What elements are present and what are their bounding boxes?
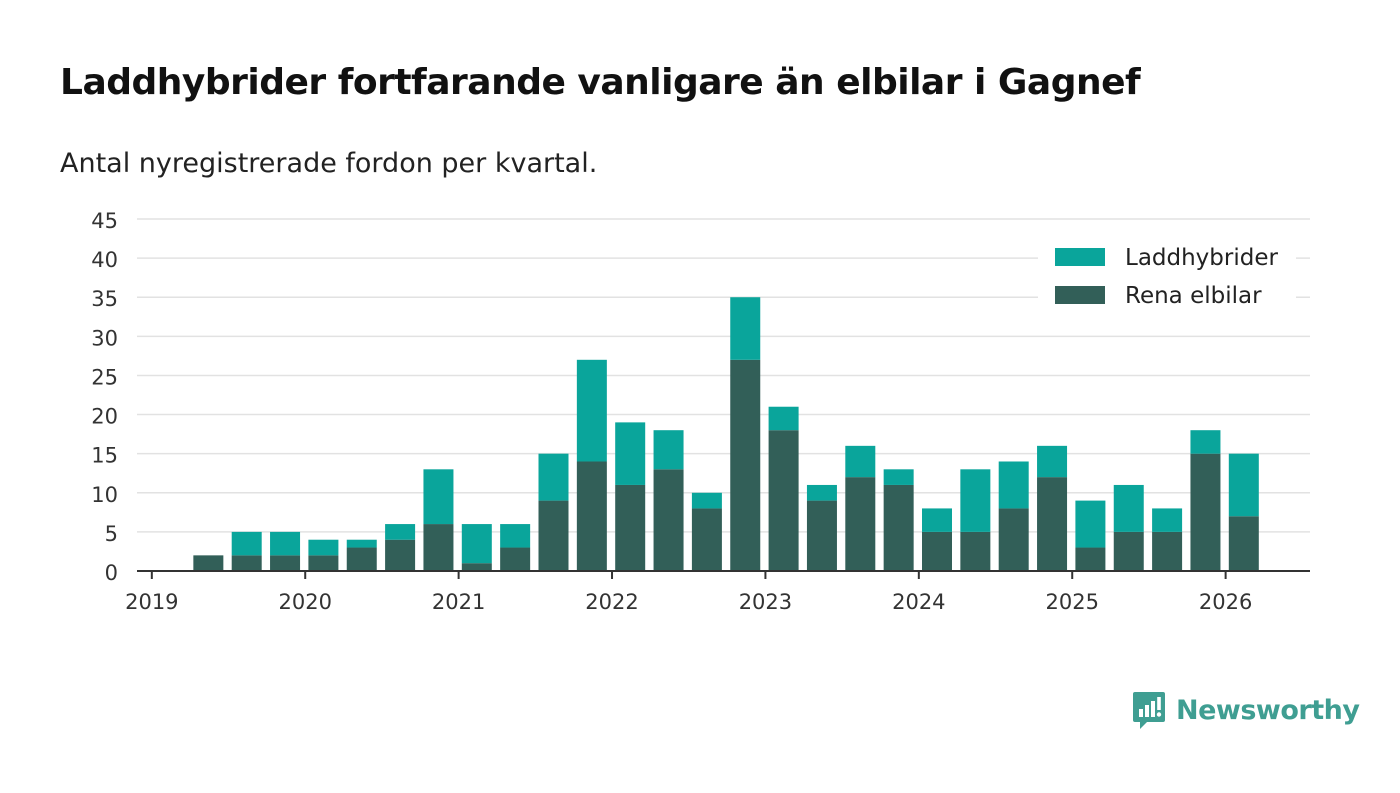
bar-rena-elbilar (500, 547, 531, 571)
bar-rena-elbilar (653, 469, 684, 571)
legend: Laddhybrider Rena elbilar (1038, 237, 1296, 317)
bar-laddhybrider (806, 484, 837, 501)
bar-laddhybrider (1113, 484, 1144, 532)
bar-rena-elbilar (308, 555, 339, 571)
bar-rena-elbilar (730, 359, 761, 571)
bars (193, 297, 1259, 571)
x-tick-label: 2023 (739, 590, 792, 614)
y-tick-label: 30 (91, 326, 118, 350)
y-tick-label: 15 (91, 444, 118, 468)
bar-rena-elbilar (883, 484, 914, 571)
bar-laddhybrider (768, 406, 799, 431)
bar-rena-elbilar (1152, 531, 1183, 571)
bar-laddhybrider (1190, 430, 1221, 454)
bar-laddhybrider (500, 524, 531, 548)
bar-rena-elbilar (1190, 453, 1221, 571)
bar-laddhybrider (385, 524, 416, 540)
bar-laddhybrider (1228, 453, 1259, 517)
bar-rena-elbilar (960, 531, 991, 571)
bar-laddhybrider (883, 469, 914, 485)
bar-laddhybrider (423, 469, 454, 525)
y-tick-label: 40 (91, 248, 118, 272)
chart-title: Laddhybrider fortfarande vanligare än el… (60, 62, 1141, 103)
bar-laddhybrider (998, 461, 1029, 509)
bar-laddhybrider (845, 445, 876, 478)
legend-label: Laddhybrider (1125, 245, 1278, 271)
x-tick-label: 2025 (1045, 590, 1098, 614)
brand-name: Newsworthy (1176, 694, 1360, 726)
bar-laddhybrider (1152, 508, 1183, 532)
legend-swatch (1055, 286, 1105, 304)
x-axis: 2019 2020 2021 2022 2023 2024 2025 2026 (125, 570, 1310, 614)
bar-rena-elbilar (461, 563, 492, 571)
bar-rena-elbilar (538, 500, 569, 571)
bar-laddhybrider (730, 297, 761, 360)
y-tick-label: 20 (91, 405, 118, 429)
y-tick-label: 25 (91, 365, 118, 389)
bar-rena-elbilar (615, 484, 646, 571)
bar-laddhybrider (615, 422, 646, 485)
bar-rena-elbilar (346, 547, 377, 571)
x-tick-label: 2021 (432, 590, 485, 614)
bar-rena-elbilar (193, 555, 224, 571)
bar-rena-elbilar (768, 430, 799, 571)
x-tick-label: 2024 (892, 590, 945, 614)
newsworthy-logo: Newsworthy (1132, 690, 1360, 730)
legend-swatch (1055, 248, 1105, 266)
bar-laddhybrider (691, 492, 722, 509)
y-tick-label: 5 (105, 522, 118, 546)
y-tick-label: 45 (91, 209, 118, 233)
bar-rena-elbilar (922, 531, 952, 571)
bar-laddhybrider (538, 453, 569, 501)
bar-laddhybrider (922, 508, 952, 532)
bar-laddhybrider (270, 531, 301, 556)
bar-laddhybrider (960, 469, 991, 532)
bar-rena-elbilar (1037, 477, 1068, 571)
x-tick-label: 2019 (125, 590, 178, 614)
bar-rena-elbilar (1075, 547, 1106, 571)
y-tick-label: 10 (91, 483, 118, 507)
bar-rena-elbilar (806, 500, 837, 571)
bar-rena-elbilar (576, 461, 607, 571)
bar-laddhybrider (1075, 500, 1106, 548)
bar-laddhybrider (1037, 445, 1068, 478)
chart-subtitle: Antal nyregistrerade fordon per kvartal. (60, 148, 598, 179)
bar-laddhybrider (653, 430, 684, 470)
y-tick-label: 35 (91, 287, 118, 311)
bar-rena-elbilar (998, 508, 1029, 571)
bar-laddhybrider (461, 524, 492, 564)
legend-label: Rena elbilar (1125, 283, 1262, 309)
y-tick-label: 0 (105, 561, 118, 585)
bar-rena-elbilar (231, 555, 262, 571)
bar-rena-elbilar (845, 477, 876, 571)
bar-rena-elbilar (385, 539, 416, 571)
x-tick-label: 2022 (585, 590, 638, 614)
bar-rena-elbilar (423, 524, 454, 571)
bar-laddhybrider (576, 359, 607, 462)
newsworthy-logo-icon (1133, 692, 1165, 729)
bar-rena-elbilar (1228, 516, 1259, 571)
bar-rena-elbilar (1113, 531, 1144, 571)
bar-laddhybrider (308, 539, 339, 556)
x-tick-label: 2020 (278, 590, 331, 614)
x-tick-label: 2026 (1199, 590, 1252, 614)
bar-laddhybrider (231, 531, 262, 556)
y-axis-ticks: 0 5 10 15 20 25 30 35 40 45 (91, 209, 118, 585)
bar-rena-elbilar (691, 508, 722, 571)
bar-rena-elbilar (270, 555, 301, 571)
bar-laddhybrider (346, 539, 377, 548)
